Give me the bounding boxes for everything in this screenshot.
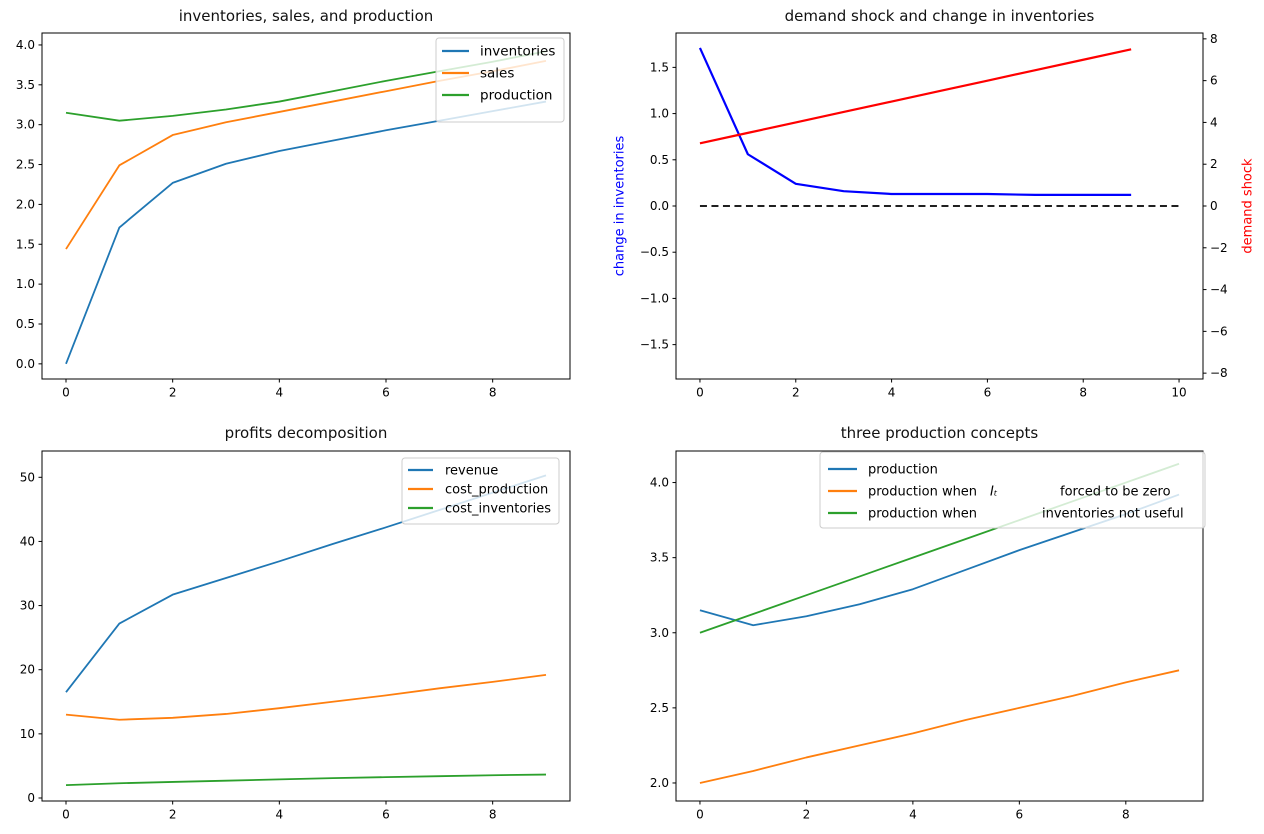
x-tick-label: 4	[909, 808, 917, 822]
axes-spines	[675, 32, 1204, 380]
y-tick-label: 20	[20, 663, 35, 677]
legend-label: revenue	[445, 464, 498, 479]
y2-tick-label: 8	[1210, 32, 1218, 46]
legend-box	[401, 457, 560, 525]
legend-label: forced to be zero	[1060, 485, 1171, 500]
y-tick-label: 0.0	[16, 357, 35, 371]
y-tick-label: 30	[20, 599, 35, 613]
chart-three-production-concepts: 0 2 4 6 82.02.53.03.54.0productionproduction…	[650, 450, 1206, 822]
legend: revenue cost_production cost_inventories	[401, 457, 560, 525]
x-tick-label: 8	[1079, 386, 1087, 400]
axes-spines	[41, 32, 571, 380]
y-tick-label: 40	[20, 534, 35, 548]
legend-box	[435, 37, 565, 123]
legend-label: production	[868, 463, 938, 478]
chart-title-profits-decomposition: profits decomposition	[224, 424, 388, 442]
y-tick-label: −0.5	[640, 245, 669, 259]
y-tick-label: 3.0	[650, 626, 669, 640]
y-tick-label: 0.0	[650, 199, 669, 213]
y-tick-label: 1.0	[16, 277, 35, 291]
legend-label: production when	[868, 485, 977, 500]
chart-profits-decomposition: 0 2 4 6 8 0 10 20 30 40 50 revenue cost_productionco…	[20, 450, 571, 822]
chart-title-inventories-sales-production: inventories, sales, and production	[178, 7, 434, 25]
y-tick-label: −1.5	[640, 338, 669, 352]
legend-label: sales	[480, 66, 514, 82]
y-tick-label: 2.5	[16, 158, 35, 172]
y-tick-label: 2.0	[16, 197, 35, 211]
legend: inventories sales production	[435, 37, 565, 123]
y2-tick-label: −6	[1210, 324, 1228, 338]
line-inventories	[65, 100, 547, 365]
x-tick-label: 6	[382, 808, 390, 822]
legend-label: production when	[868, 507, 977, 522]
x-tick-label: 6	[382, 386, 390, 400]
legend-box	[819, 451, 1206, 529]
y2-tick-label: 6	[1210, 74, 1218, 88]
y-tick-label: 4.0	[16, 38, 35, 52]
x-tick-label: 8	[1122, 808, 1130, 822]
y-tick-label: 2.5	[650, 701, 669, 715]
x-tick-label: 2	[169, 386, 177, 400]
y-tick-label: 50	[20, 470, 35, 484]
y2-tick-label: −4	[1210, 283, 1228, 297]
y-tick-label: 1.5	[16, 237, 35, 251]
y2-tick-label: −2	[1210, 241, 1228, 255]
x-tick-label: 10	[1171, 386, 1186, 400]
x-tick-label: 0	[62, 386, 70, 400]
y2-tick-label: −8	[1210, 366, 1228, 380]
y-tick-label: 0.5	[16, 317, 35, 331]
x-tick-label: 4	[276, 386, 284, 400]
x-tick-label: 0	[696, 808, 704, 822]
legend-label: production	[480, 88, 553, 104]
legend: production production when Iₜ forced to be …	[819, 451, 1206, 529]
line-cost-inventories	[65, 773, 547, 787]
y-tick-label: 3.0	[16, 118, 35, 132]
x-tick-label: 4	[276, 808, 284, 822]
y-tick-label: 0	[27, 791, 35, 805]
y2-tick-label: 4	[1210, 115, 1218, 129]
y-tick-label: 4.0	[650, 476, 669, 490]
axes-spines	[675, 450, 1204, 802]
legend-label: cost_inventories	[445, 502, 551, 517]
line-demand-shock	[699, 48, 1132, 145]
y2-tick-label: 2	[1210, 157, 1218, 171]
chart-demand-shock-and-change-in-inventories: 0 2 4 6 8 10 −1.5 −1.0 −0.5 0.0 0.5 1.0 1.5 −8 −6 −4 −2 0…	[640, 32, 1228, 400]
y-axis-label-change-in-inventories: change in inventories	[612, 135, 628, 277]
y-tick-label: 1.5	[650, 60, 669, 74]
chart-inventories-sales-and-production: 0 2 4 6 8 0.0 0.5 1.0 1.5 2.0 2.5 3.0 3.5 4.0 inventor…	[16, 32, 571, 400]
legend-label: Iₜ	[990, 485, 998, 500]
x-tick-label: 2	[792, 386, 800, 400]
x-tick-label: 0	[62, 808, 70, 822]
line-production-when-i-t-forced-to-be-zero	[699, 669, 1180, 784]
y-tick-label: 2.0	[650, 776, 669, 790]
line-change-in-inventories	[698, 47, 1132, 197]
legend-label: inventories	[480, 44, 555, 60]
legend-label: inventories not useful	[1042, 507, 1184, 522]
x-tick-label: 2	[169, 808, 177, 822]
x-tick-label: 8	[489, 386, 497, 400]
x-tick-label: 4	[888, 386, 896, 400]
y-tick-label: 1.0	[650, 107, 669, 121]
x-tick-label: 2	[803, 808, 811, 822]
x-tick-label: 6	[1016, 808, 1024, 822]
y-tick-label: 3.5	[650, 551, 669, 565]
legend-label: cost_production	[445, 483, 548, 498]
x-tick-label: 6	[984, 386, 992, 400]
y-tick-label: −1.0	[640, 291, 669, 305]
chart-title-three-production-concepts: three production concepts	[840, 424, 1039, 442]
y-tick-label: 10	[20, 727, 35, 741]
y-axis-label-demand-shock: demand shock	[1240, 158, 1256, 254]
chart-title-demand-shock-change-inventories: demand shock and change in inventories	[784, 7, 1095, 25]
x-tick-label: 8	[489, 808, 497, 822]
y-tick-label: 0.5	[650, 153, 669, 167]
y-tick-label: 3.5	[16, 78, 35, 92]
line-cost-production	[65, 673, 547, 721]
x-tick-label: 0	[696, 386, 704, 400]
y2-tick-label: 0	[1210, 199, 1218, 213]
axes-spines	[41, 450, 571, 802]
